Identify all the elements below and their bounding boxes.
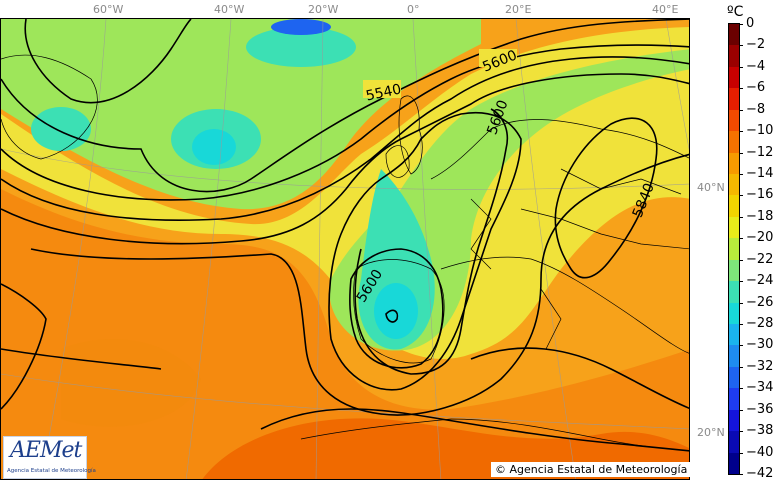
temperature-map: 5540 5600 5600 5600 5840 [1,19,689,479]
colorbar-tick-mark [739,88,743,90]
colorbar-tick-label: −14 [746,166,774,181]
cold-core-top [271,19,331,35]
colorbar-tick-mark [739,24,743,25]
logo-subtitle: Agencia Estatal de Meteorología [7,468,96,474]
colorbar-segment [729,24,739,46]
cold-core-atlantic-inner [192,129,236,165]
colorbar-tick-label: −40 [746,444,774,460]
colorbar-tick-mark [739,366,743,368]
contour-label-bg-1 [363,80,401,98]
lon-label-60w: 60°W [93,3,124,16]
cold-core-greenland [31,107,91,151]
map-panel: 5540 5600 5600 5600 5840 [0,18,690,480]
contour-label-bg-2 [479,49,517,67]
colorbar-segment [729,409,739,432]
lat-label-20n: 20°N [697,426,725,439]
lat-label-40n: 40°N [697,181,725,194]
colorbar-tick-label: −42 [746,466,774,481]
geopotential-contours [1,19,689,452]
colorbar [728,23,740,475]
colorbar-tick-label: −8 [746,101,766,117]
cold-band-green [1,19,689,351]
colorbar-tick-label: −36 [746,401,774,417]
colorbar-segment [729,324,739,346]
colorbar-tick-mark [739,452,743,454]
colorbar-tick-mark [739,259,743,261]
colorbar-segment [729,131,739,154]
lon-label-40e: 40°E [652,3,679,16]
colorbar-unit: ºC [727,4,744,20]
copyright-notice: © Agencia Estatal de Meteorología [491,462,692,477]
colorbar-segment [729,195,739,218]
colorbar-tick-mark [739,302,743,304]
aemet-logo: AEMet Agencia Estatal de Meteorología [3,436,96,479]
colorbar-segment [729,152,739,175]
colorbar-tick-mark [739,66,743,68]
lon-label-20e: 20°E [505,3,532,16]
colorbar-tick-mark [739,324,743,325]
colorbar-segment [729,174,739,196]
colorbar-tick-mark [739,131,743,133]
coastlines [1,54,689,452]
colorbar-tick-mark [739,216,743,218]
colorbar-tick-mark [739,174,743,175]
colorbar-tick-label: −16 [746,187,774,203]
colorbar-tick-mark [739,474,743,475]
colorbar-tick-mark [739,281,743,283]
colorbar-segment [729,238,739,261]
colorbar-tick-label: −34 [746,380,774,396]
lon-label-40w: 40°W [214,3,245,16]
colorbar-tick-label: 0 [746,16,755,31]
colorbar-segment [729,216,739,239]
colorbar-tick-label: −10 [746,123,774,139]
colorbar-tick-label: −30 [746,337,774,353]
colorbar-tick-mark [739,431,743,433]
colorbar-tick-label: −18 [746,208,774,224]
colorbar-tick-mark [739,388,743,390]
colorbar-tick-label: −28 [746,316,774,331]
colorbar-tick-label: −20 [746,230,774,246]
colorbar-tick-label: −12 [746,144,774,160]
colorbar-segment [729,302,739,325]
colorbar-tick-label: −38 [746,423,774,439]
contour-label-5540: 5540 [365,81,403,104]
colorbar-segment [729,88,739,111]
colorbar-segment [729,45,739,68]
colorbar-segment [729,66,739,89]
colorbar-tick-label: −6 [746,80,766,96]
colorbar-tick-label: −4 [746,58,766,74]
colorbar-tick-mark [739,238,743,240]
colorbar-tick-mark [739,409,743,411]
colorbar-segment [729,109,739,132]
colorbar-segment [729,281,739,304]
colorbar-segment [729,345,739,368]
lon-label-20w: 20°W [308,3,339,16]
colorbar-segment [729,366,739,389]
colorbar-tick-mark [739,345,743,347]
lon-label-0: 0° [407,3,420,16]
colorbar-tick-mark [739,195,743,197]
logo-wordmark: AEMet [10,438,82,463]
cold-core-north [246,27,356,67]
colorbar-tick-label: −2 [746,37,766,53]
colorbar-tick-mark [739,109,743,111]
colorbar-tick-mark [739,152,743,154]
colorbar-segment [729,431,739,454]
colorbar-tick-label: −32 [746,358,774,374]
colorbar-segment [729,388,739,411]
colorbar-tick-mark [739,45,743,47]
colorbar-tick-label: −22 [746,251,774,267]
colorbar-segment [729,259,739,282]
colorbar-tick-label: −26 [746,294,774,310]
colorbar-tick-label: −24 [746,273,774,289]
colorbar-segment [729,452,739,475]
